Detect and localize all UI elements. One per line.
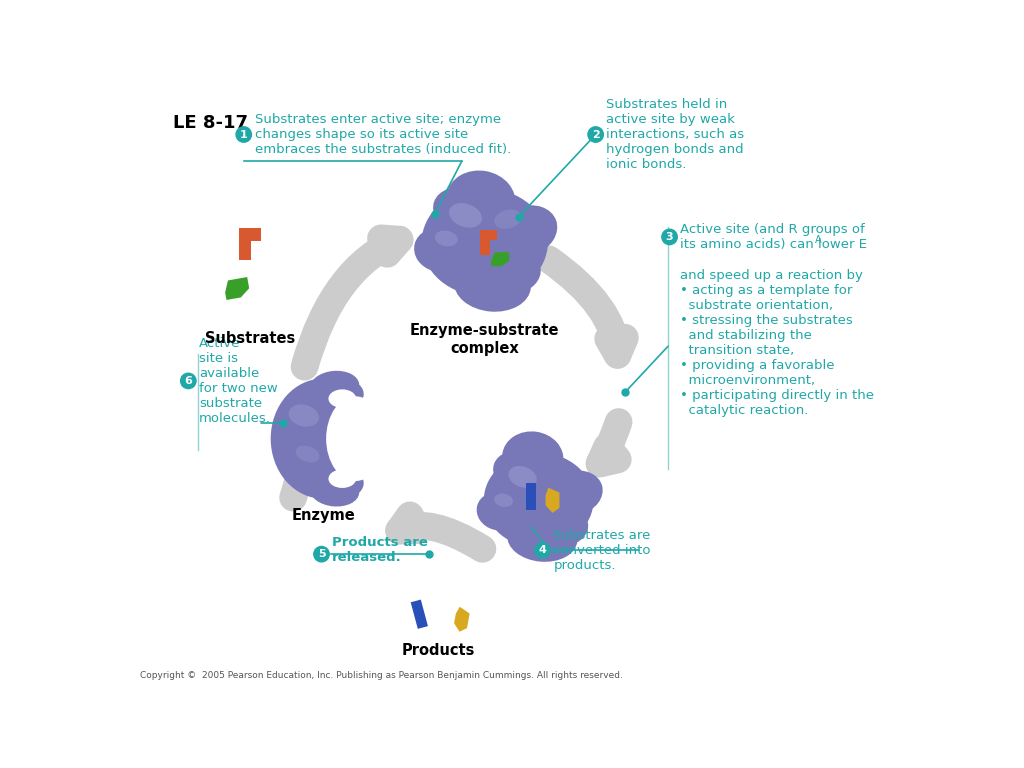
Text: 2: 2 [592, 130, 599, 140]
Ellipse shape [433, 187, 490, 236]
Polygon shape [525, 482, 537, 510]
Ellipse shape [446, 170, 515, 230]
Polygon shape [492, 252, 509, 266]
Circle shape [313, 547, 330, 562]
Polygon shape [454, 607, 470, 632]
Ellipse shape [414, 228, 463, 272]
Text: 5: 5 [317, 549, 326, 559]
Text: Enzyme: Enzyme [291, 508, 355, 523]
Ellipse shape [495, 494, 513, 507]
Ellipse shape [482, 251, 541, 295]
Text: Substrates: Substrates [205, 331, 295, 346]
Ellipse shape [310, 371, 359, 402]
Ellipse shape [495, 210, 521, 229]
Circle shape [237, 127, 252, 142]
Ellipse shape [508, 466, 537, 488]
Text: Enzyme-substrate
complex: Enzyme-substrate complex [410, 323, 559, 356]
Text: Products are
released.: Products are released. [333, 536, 428, 564]
Ellipse shape [454, 257, 530, 312]
Ellipse shape [296, 445, 319, 462]
Text: Active
site is
available
for two new
substrate
molecules.: Active site is available for two new sub… [199, 337, 278, 425]
Ellipse shape [450, 203, 482, 227]
Circle shape [180, 373, 196, 389]
Ellipse shape [310, 475, 359, 507]
Ellipse shape [270, 379, 376, 498]
Text: 1: 1 [240, 130, 248, 140]
Ellipse shape [536, 508, 588, 548]
Polygon shape [479, 230, 498, 255]
Text: Active site (and R groups of
its amino acids) can lower E: Active site (and R groups of its amino a… [680, 223, 867, 251]
Ellipse shape [483, 452, 594, 548]
Ellipse shape [497, 205, 557, 257]
Text: 4: 4 [539, 545, 547, 555]
Ellipse shape [494, 452, 544, 494]
Ellipse shape [289, 405, 318, 427]
Text: Substrates enter active site; enzyme
changes shape so its active site
embraces t: Substrates enter active site; enzyme cha… [255, 113, 511, 156]
Circle shape [535, 543, 550, 558]
Ellipse shape [548, 471, 603, 515]
Text: A: A [815, 235, 821, 245]
Text: 6: 6 [184, 376, 193, 386]
Polygon shape [411, 600, 428, 629]
Ellipse shape [507, 515, 578, 562]
Text: Substrates held in
active site by weak
interactions, such as
hydrogen bonds and
: Substrates held in active site by weak i… [606, 98, 744, 171]
Circle shape [588, 127, 603, 142]
Ellipse shape [326, 379, 364, 406]
Ellipse shape [326, 471, 364, 499]
Text: Substrates are
converted into
products.: Substrates are converted into products. [553, 529, 651, 572]
Ellipse shape [502, 432, 563, 485]
Text: and speed up a reaction by
• acting as a template for
  substrate orientation,
•: and speed up a reaction by • acting as a… [680, 254, 874, 417]
Polygon shape [225, 277, 249, 300]
Polygon shape [546, 488, 559, 513]
Circle shape [662, 229, 677, 245]
Text: Products: Products [401, 643, 475, 657]
Ellipse shape [476, 492, 520, 531]
Ellipse shape [326, 396, 385, 481]
Ellipse shape [329, 469, 356, 488]
Text: Copyright ©  2005 Pearson Education, Inc. Publishing as Pearson Benjamin Cumming: Copyright © 2005 Pearson Education, Inc.… [140, 671, 623, 680]
Ellipse shape [435, 230, 458, 247]
Text: LE 8-17: LE 8-17 [173, 114, 248, 132]
Text: 3: 3 [666, 232, 674, 242]
Ellipse shape [422, 188, 548, 296]
Polygon shape [239, 228, 261, 260]
Ellipse shape [329, 389, 356, 408]
